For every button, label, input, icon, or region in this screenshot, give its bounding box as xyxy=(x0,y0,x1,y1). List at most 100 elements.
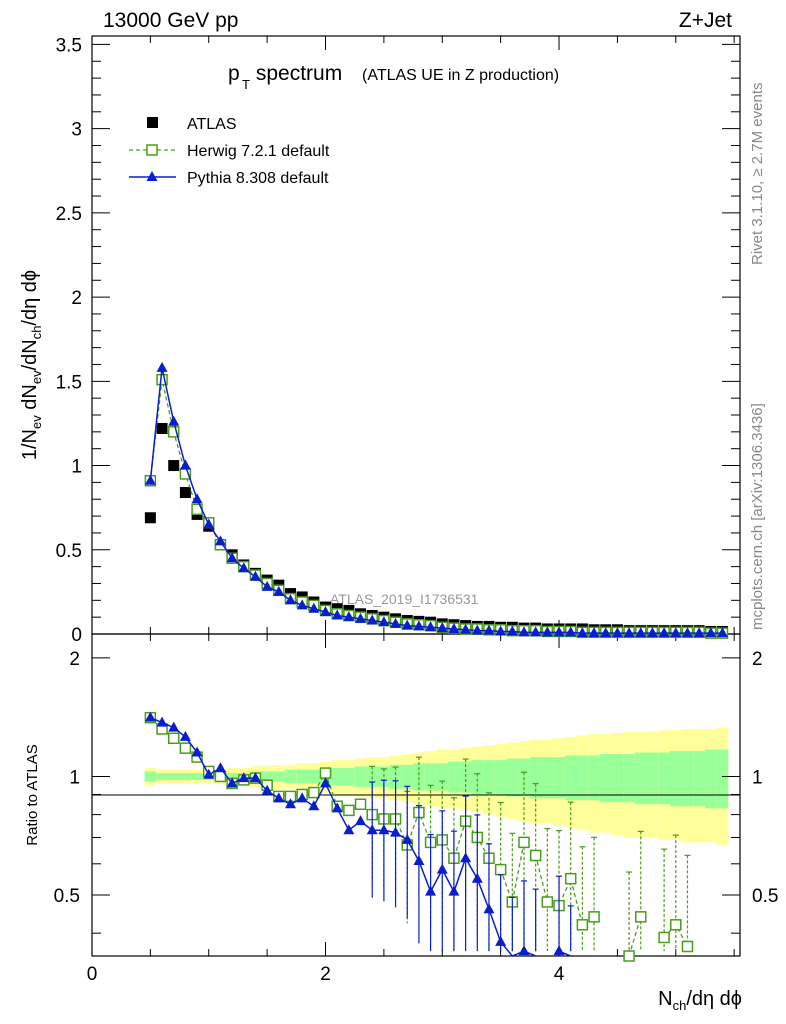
band-inner xyxy=(588,755,600,801)
herwig-ratio-point xyxy=(494,863,507,876)
pythia-ratio-point xyxy=(378,824,390,835)
pythia-ratio-point xyxy=(226,777,238,788)
y-tick-label: 1.5 xyxy=(56,372,82,393)
pythia-point xyxy=(623,627,635,638)
y-tick-label: 3 xyxy=(71,120,82,141)
rivet-label: Rivet 3.1.10, ≥ 2.7M events xyxy=(749,83,766,266)
band-inner xyxy=(424,763,437,791)
band-inner xyxy=(471,760,484,795)
pythia-ratio-point xyxy=(238,772,250,783)
band-inner xyxy=(634,752,647,805)
y-tick-label: 3.5 xyxy=(56,35,82,56)
pythia-point xyxy=(390,617,402,628)
band-inner xyxy=(681,751,694,807)
y-tick-label: 1 xyxy=(71,457,82,478)
pythia-ratio-point xyxy=(214,762,226,773)
band-inner xyxy=(459,761,472,793)
atlas-point xyxy=(144,512,156,524)
pythia-ratio-point xyxy=(284,798,296,809)
herwig-ratio-point xyxy=(635,911,647,923)
band-inner xyxy=(564,755,577,801)
herwig-ratio-point xyxy=(529,849,542,862)
axis-tick-labels: 0 2 4 0 0.5 1 1.5 2 2.5 3 3.5 0.5 0.5 1 1 2 2 xyxy=(54,35,779,985)
pythia-ratio-point xyxy=(308,800,320,811)
band-inner xyxy=(669,751,682,807)
pythia-point xyxy=(471,624,483,635)
pythia-point xyxy=(541,626,553,637)
pythia-ratio-point xyxy=(320,777,332,788)
band-inner xyxy=(448,761,460,793)
ratio-y-axis-title: Ratio to ATLAS xyxy=(24,744,41,845)
legend-herwig-marker xyxy=(146,144,158,156)
legend-atlas-marker xyxy=(147,117,158,128)
band-inner xyxy=(576,755,589,801)
pythia-point xyxy=(716,627,728,638)
herwig-ratio-point xyxy=(319,767,332,779)
y-tick-label: 2 xyxy=(71,288,82,309)
pythia-point xyxy=(331,609,343,620)
x-tick-label: 4 xyxy=(554,964,565,985)
pythia-ratio-point xyxy=(495,935,507,946)
pythia-point xyxy=(530,626,542,637)
ratio-y-tick-label-right: 0.5 xyxy=(752,886,778,907)
band-inner xyxy=(261,771,273,782)
atlas-point xyxy=(179,487,191,499)
band-inner xyxy=(401,764,414,789)
header-process: Z+Jet xyxy=(679,9,732,32)
herwig-ratio-point xyxy=(658,931,670,944)
x-tick-label: 0 xyxy=(87,964,98,985)
pythia-ratio-point xyxy=(471,872,483,883)
title-subscript: T xyxy=(242,77,250,92)
title-note: (ATLAS UE in Z production) xyxy=(362,67,559,84)
band-inner xyxy=(553,757,565,799)
herwig-ratio-point xyxy=(518,836,530,849)
y-tick-label: 0.5 xyxy=(56,541,82,562)
pythia-point xyxy=(460,623,472,634)
band-inner xyxy=(646,752,659,805)
series-pythia xyxy=(144,361,728,638)
plot-title: p T spectrum (ATLAS UE in Z production) xyxy=(228,62,559,92)
y-tick-label: 0 xyxy=(71,625,82,646)
pythia-point xyxy=(238,562,250,573)
pythia-point xyxy=(273,585,285,596)
legend-pythia-marker xyxy=(146,171,158,181)
band-inner xyxy=(413,763,425,791)
pythia-point xyxy=(658,627,670,638)
header-energy: 13000 GeV pp xyxy=(103,9,238,32)
pythia-ratio-point xyxy=(261,784,273,795)
pythia-point xyxy=(179,459,191,470)
pythia-point xyxy=(249,570,261,581)
pythia-point xyxy=(226,552,238,563)
legend-pythia-label: Pythia 8.308 default xyxy=(187,170,329,187)
ratio-y-tick-label: 0.5 xyxy=(54,886,80,907)
pythia-ratio-point xyxy=(144,711,156,722)
pythia-ratio-point xyxy=(413,854,425,865)
pythia-ratio-point xyxy=(203,768,215,779)
pythia-ratio-point xyxy=(343,824,355,835)
pythia-ratio-point xyxy=(273,792,285,803)
pythia-point xyxy=(320,606,332,617)
ratio-y-tick-label: 1 xyxy=(69,767,80,788)
pythia-point xyxy=(565,626,577,637)
pythia-point xyxy=(576,627,588,638)
main-y-axis-title: 1/Nev dNev/dNch/dη dϕ xyxy=(19,270,44,460)
band-inner xyxy=(541,757,554,799)
band-inner xyxy=(179,773,192,780)
band-inner xyxy=(611,754,624,803)
pythia-point xyxy=(588,627,600,638)
band-inner xyxy=(704,749,717,809)
band-inner xyxy=(693,751,705,807)
pythia-ratio-point xyxy=(436,863,448,874)
pythia-ratio-point xyxy=(460,852,472,863)
pythia-ratio-point xyxy=(448,885,460,896)
herwig-ratio-point xyxy=(576,919,589,931)
band-inner xyxy=(226,773,238,780)
pythia-ratio-point xyxy=(483,903,495,914)
band-inner xyxy=(436,763,449,791)
pythia-point xyxy=(144,474,156,485)
pythia-ratio-point xyxy=(355,815,367,826)
title-rest: spectrum xyxy=(250,62,342,85)
pythia-ratio-point xyxy=(553,945,565,956)
pythia-ratio-point xyxy=(296,792,308,803)
pythia-point xyxy=(343,611,355,622)
